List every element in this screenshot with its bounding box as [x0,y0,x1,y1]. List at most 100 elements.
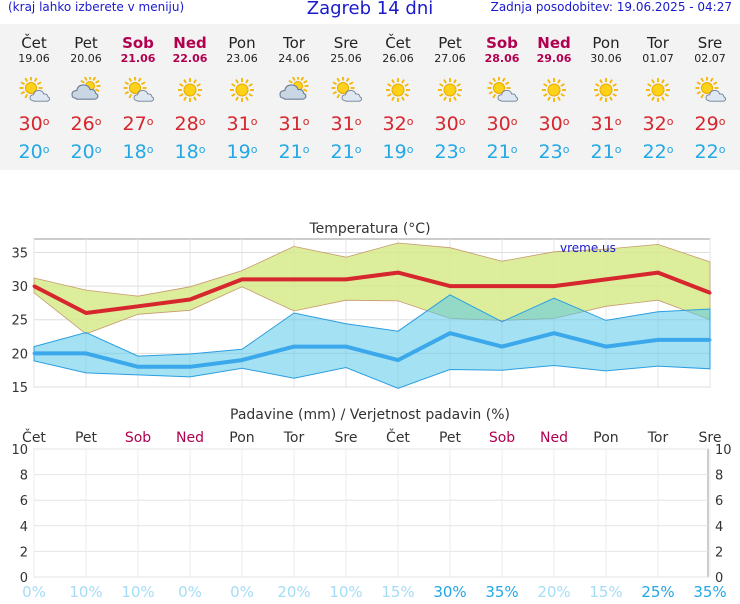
y-tick-label-left: 0 [20,571,28,586]
y-tick-label: 20 [11,347,28,362]
day-column: Sob 21.06 27o 18o [112,24,164,163]
temperature-chart-title: Temperatura (°C) [308,221,430,237]
day-column: Sre 25.06 31o 21o [320,24,372,163]
precip-probability-label: 30% [433,583,466,600]
min-temp-line [34,331,710,369]
partly-cloudy-icon [695,77,726,102]
header-bar: (kraj lahko izberete v meniju) Zagreb 14… [0,0,740,24]
partly-cloudy-icon [487,77,518,102]
day-date: 26.06 [382,52,414,65]
temp-max: 26o [60,113,112,135]
day-name: Čet [385,34,411,52]
page-title: Zagreb 14 dni [306,0,434,19]
max-temp-point [500,284,504,288]
temp-min: 22o [632,141,684,163]
temp-min: 19o [372,141,424,163]
precip-probability-label: 10% [329,583,362,600]
degree-symbol: o [718,143,726,156]
day-name: Tor [283,34,305,52]
max-temp-point [448,284,452,288]
day-date: 27.06 [434,52,466,65]
min-temp-point [292,345,296,349]
day-name: Tor [647,34,669,52]
precip-probability-label: 20% [277,583,310,600]
day-date: 20.06 [70,52,102,65]
day-date: 29.06 [536,52,572,65]
precip-probability-label: 10% [69,583,102,600]
y-tick-label-left: 6 [20,494,28,509]
temp-min: 18o [112,141,164,163]
degree-symbol: o [458,143,466,156]
day-column: Pon 30.06 31o 21o [580,24,632,163]
max-temp-point [552,284,556,288]
temp-min-value: 23 [434,141,459,163]
degree-symbol: o [562,115,570,128]
y-tick-label-left: 2 [20,545,28,560]
x-tick-label: Ned [540,430,568,446]
y-tick-label: 25 [11,314,28,329]
max-temp-point [344,277,348,281]
day-column: Ned 29.06 30o 23o [528,24,580,163]
temp-min: 18o [164,141,216,163]
menu-hint[interactable]: (kraj lahko izberete v meniju) [8,0,185,14]
temp-max: 29o [684,113,736,135]
degree-symbol: o [562,143,570,156]
min-temp-point [188,365,192,369]
precip-probability-label: 0% [178,583,202,600]
degree-symbol: o [42,143,50,156]
temp-max-value: 29 [694,113,719,135]
precip-probability-label: 0% [230,583,254,600]
degree-symbol: o [510,143,518,156]
degree-symbol: o [614,115,622,128]
day-date: 28.06 [484,52,520,65]
temp-min: 19o [216,141,268,163]
temp-max: 28o [164,113,216,135]
temp-min-value: 18 [174,141,199,163]
x-tick-label: Pet [439,430,462,446]
min-temp-point [448,331,452,335]
temp-max: 30o [8,113,60,135]
temp-min-value: 20 [18,141,43,163]
temp-max-value: 30 [18,113,43,135]
temp-max: 31o [320,113,372,135]
day-name: Sob [122,34,154,52]
degree-symbol: o [666,115,674,128]
x-tick-label: Čet [386,428,410,446]
day-column: Pon 23.06 31o 19o [216,24,268,163]
daily-forecast-strip: Čet 19.06 30o 20o Pet 20.06 26o 20o Sob 21.06 27o 1… [0,24,740,170]
temp-min: 23o [528,141,580,163]
day-date: 25.06 [330,52,362,65]
max-temp-point [708,291,712,295]
x-tick-label: Ned [176,430,204,446]
day-date: 22.06 [172,52,208,65]
day-name: Pet [438,34,462,52]
temp-max-value: 31 [590,113,615,135]
temp-min-value: 21 [330,141,355,163]
temp-max-value: 32 [642,113,667,135]
precip-probability-label: 10% [121,583,154,600]
degree-symbol: o [354,143,362,156]
day-date: 21.06 [120,52,156,65]
y-tick-label-left: 4 [20,520,28,535]
day-date: 23.06 [226,52,258,65]
temp-min: 21o [476,141,528,163]
degree-symbol: o [354,115,362,128]
y-tick-label-right: 2 [715,545,723,560]
day-name: Pon [592,34,620,52]
temp-min: 21o [268,141,320,163]
day-column: Tor 01.07 32o 22o [632,24,684,163]
degree-symbol: o [146,115,154,128]
temp-min-value: 19 [382,141,407,163]
y-tick-label: 15 [11,381,28,396]
temp-min-value: 18 [122,141,147,163]
day-column: Sob 28.06 30o 21o [476,24,528,163]
min-temp-point [84,351,88,355]
sunny-icon [230,78,254,102]
max-temp-point [292,277,296,281]
temp-min: 20o [8,141,60,163]
min-temp-point [604,345,608,349]
max-temp-point [84,311,88,315]
degree-symbol: o [94,115,102,128]
degree-symbol: o [510,115,518,128]
